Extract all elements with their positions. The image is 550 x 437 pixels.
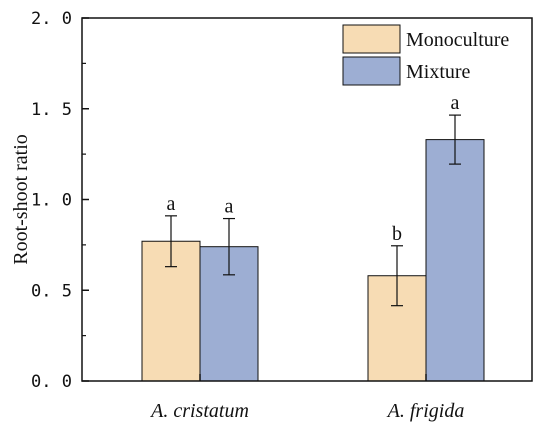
legend-label-mixture: Mixture [406,61,471,83]
bars-layer [141,139,485,382]
x-category-label: A. cristatum [149,400,249,422]
bar-mixture-2 [425,139,485,382]
x-category-label: A. frigida [386,400,465,422]
significance-label: b [392,223,402,245]
significance-labels-layer: a a b a [167,92,460,245]
legend-swatch-mixture [342,56,401,86]
y-tick-label: 1. 5 [31,100,72,120]
legend-label-monoculture: Monoculture [406,29,509,51]
x-axis: A. cristatum A. frigida [149,374,464,422]
legend: Monoculture Mixture [342,24,509,86]
significance-label: a [451,92,460,114]
y-tick-label: 1. 0 [31,191,72,211]
y-axis-title: Root-shoot ratio [10,134,32,265]
legend-swatch-monoculture [342,24,401,54]
y-tick-label: 2. 0 [31,9,72,29]
error-bars-layer [165,114,461,307]
y-axis: 0. 0 0. 5 1. 0 1. 5 2. 0 [31,9,89,392]
y-tick-label: 0. 5 [31,281,72,301]
y-tick-label: 0. 0 [31,372,72,392]
significance-label: a [225,196,234,218]
significance-label: a [167,193,176,215]
